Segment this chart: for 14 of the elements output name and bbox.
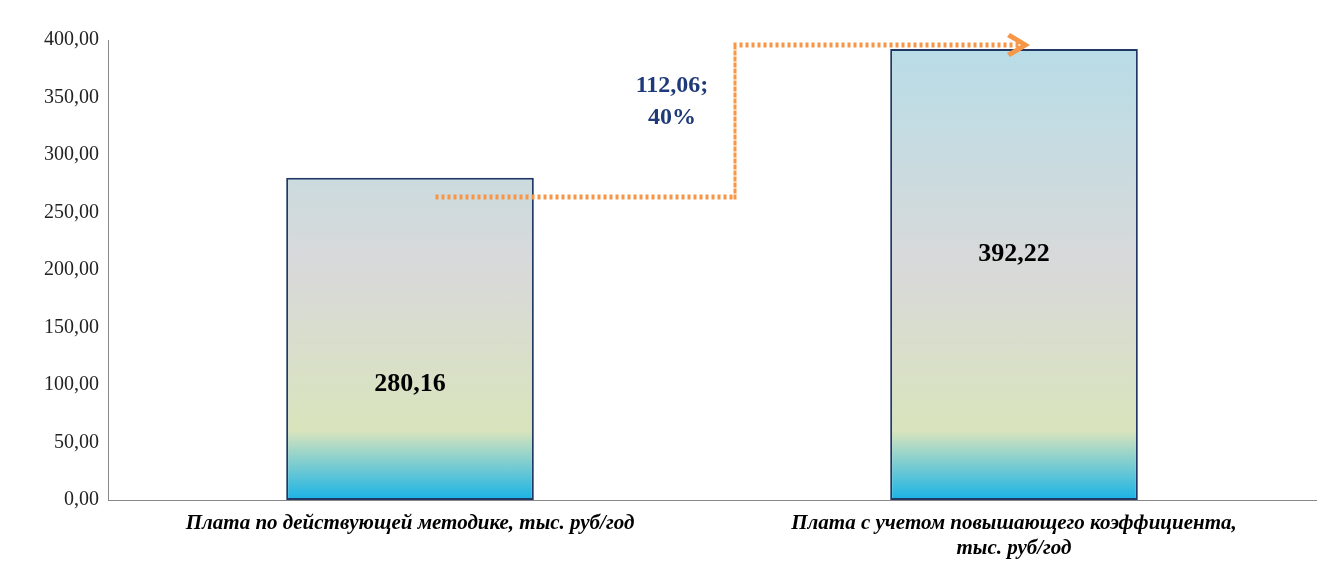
y-tick-label: 100,00 <box>44 372 99 395</box>
x-tick-label: Плата с учетом повышающего коэффициента, тыс. руб/год <box>790 510 1237 560</box>
y-tick-label: 150,00 <box>44 314 99 337</box>
y-tick-label: 0,00 <box>64 487 99 510</box>
data-label: 392,22 <box>978 238 1050 268</box>
x-tick-label: Плата по действующей методике, тыс. руб/год <box>184 510 635 535</box>
y-tick-label: 250,00 <box>44 199 99 222</box>
y-tick-label: 300,00 <box>44 142 99 165</box>
data-label: 280,16 <box>374 367 446 397</box>
y-tick-label: 200,00 <box>44 257 99 280</box>
y-tick-label: 400,00 <box>44 27 99 50</box>
annotation: 112,06; 40% <box>635 71 709 130</box>
y-tick-label: 350,00 <box>44 84 99 107</box>
y-tick-label: 50,00 <box>54 429 99 452</box>
